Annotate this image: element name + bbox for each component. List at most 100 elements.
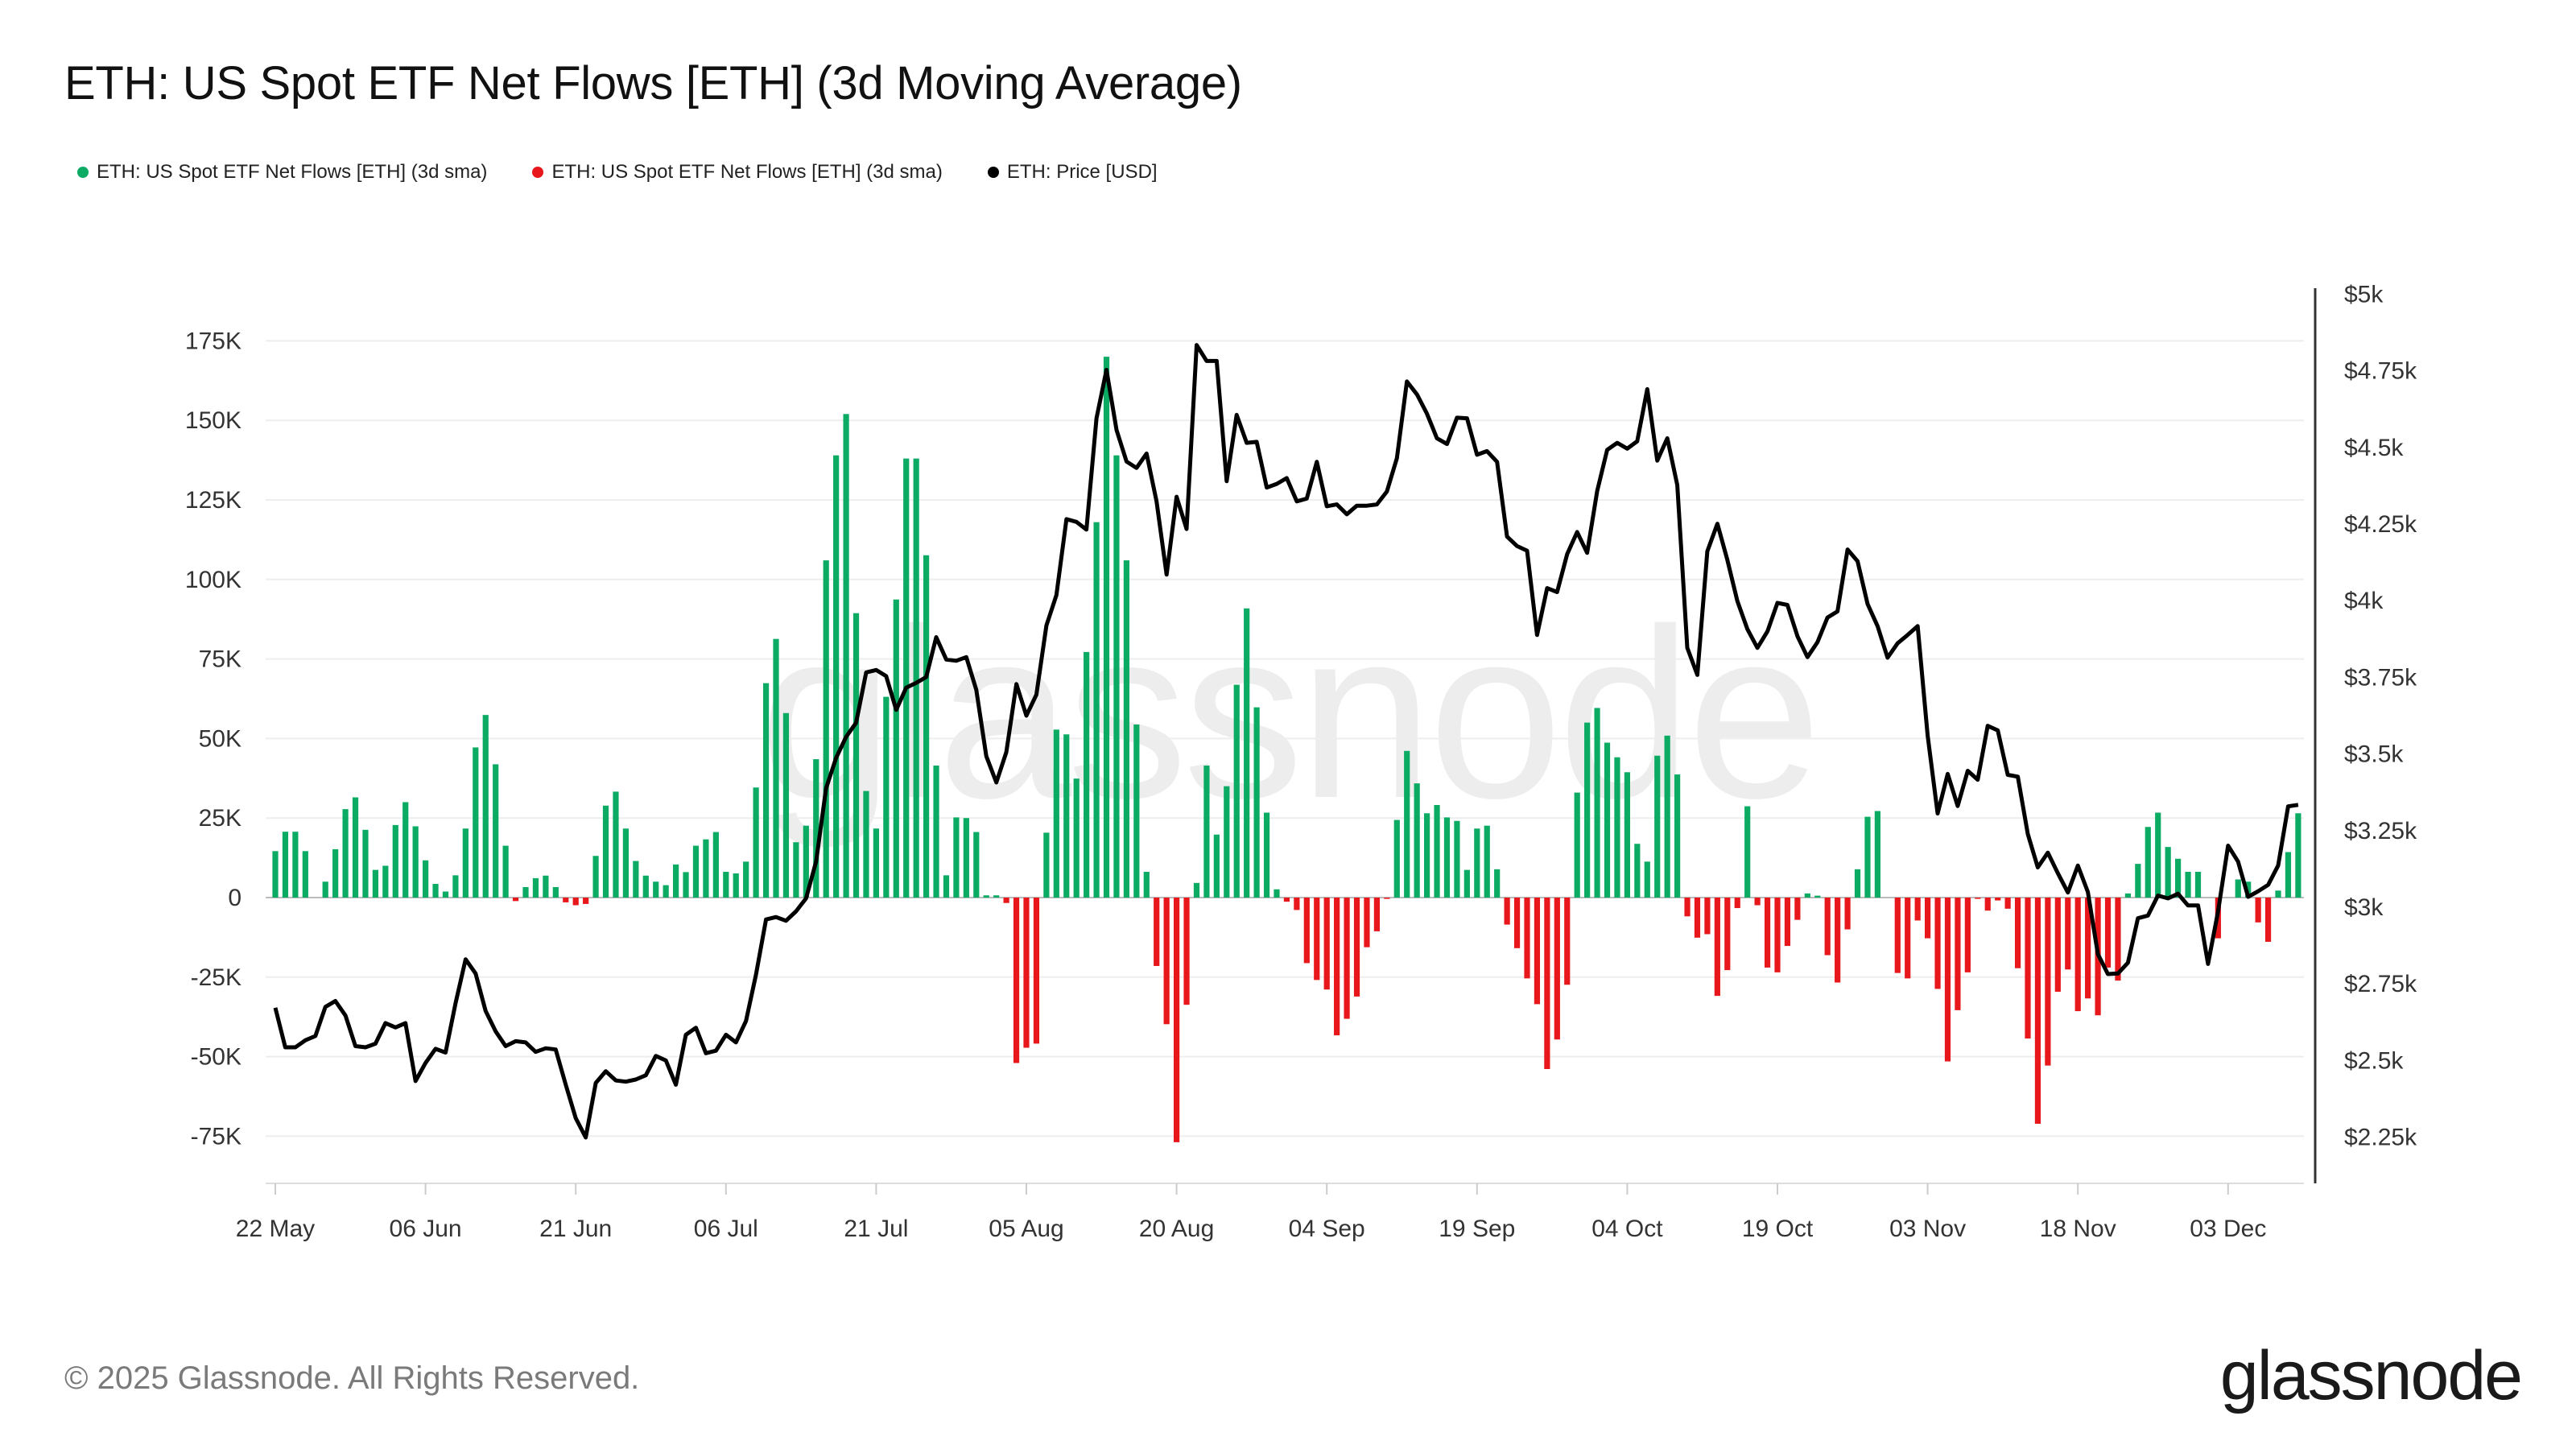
- x-tick-label: 03 Nov: [1889, 1216, 1966, 1242]
- inflow-bar: [723, 871, 729, 898]
- x-tick-label: 05 Aug: [989, 1216, 1063, 1242]
- inflow-bar: [642, 875, 649, 898]
- outflow-bar: [1955, 898, 1961, 1010]
- copyright: © 2025 Glassnode. All Rights Reserved.: [64, 1360, 640, 1396]
- outflow-bar: [2085, 898, 2091, 999]
- inflow-bar: [1133, 724, 1140, 898]
- outflow-bar: [1524, 898, 1530, 979]
- inflow-bar: [493, 764, 499, 898]
- inflow-bar: [1454, 820, 1460, 898]
- inflow-bar: [923, 555, 930, 898]
- inflow-bar: [1244, 608, 1250, 898]
- x-tick-label: 18 Nov: [2040, 1216, 2116, 1242]
- outflow-bar: [1033, 898, 1040, 1044]
- inflow-bar: [733, 873, 739, 898]
- inflow-bar: [1113, 455, 1120, 898]
- outflow-bar: [1154, 898, 1160, 966]
- inflow-bar: [1233, 684, 1240, 898]
- outflow-bar: [2014, 898, 2021, 968]
- inflow-bar: [673, 864, 679, 898]
- inflow-bar: [272, 851, 279, 898]
- y-right-tick-label: $3k: [2344, 894, 2384, 921]
- glassnode-logo[interactable]: glassnode: [2219, 1337, 2523, 1414]
- inflow-bar: [402, 802, 409, 898]
- inflow-bar: [1063, 734, 1070, 898]
- outflow-bar: [1513, 898, 1521, 948]
- outflow-bar: [1314, 898, 1320, 980]
- inflow-bar: [1263, 812, 1270, 898]
- inflow-bar: [883, 696, 890, 898]
- inflow-bar: [833, 455, 840, 898]
- inflow-bar: [432, 884, 439, 898]
- inflow-bar: [392, 824, 398, 898]
- outflow-bar: [1835, 898, 1841, 983]
- inflow-bar: [372, 869, 378, 898]
- inflow-bar: [352, 797, 359, 898]
- axes: 175K 150K 125K 100K 75K 50K 25K 0 -25K -50K -75K $5…: [185, 281, 2417, 1242]
- y-right-tick-label: $4.75k: [2344, 358, 2417, 385]
- outflow-bar: [1844, 898, 1851, 930]
- inflow-bar: [473, 747, 479, 898]
- inflow-bar: [1634, 844, 1641, 898]
- outflow-bar: [583, 898, 589, 904]
- outflow-bar: [1714, 898, 1720, 997]
- outflow-bar: [1704, 898, 1711, 935]
- inflow-bar: [522, 886, 529, 898]
- inflow-bar: [1463, 869, 1470, 898]
- y-right-tick-label: $3.25k: [2344, 818, 2417, 844]
- outflow-bar: [2255, 898, 2261, 923]
- outflow-bar: [1934, 898, 1941, 989]
- inflow-bar: [712, 832, 719, 898]
- y-left-tick-label: 175K: [185, 328, 242, 354]
- inflow-bar: [482, 715, 489, 898]
- black-dot-icon: [987, 167, 999, 178]
- outflow-bar: [1163, 898, 1170, 1025]
- inflow-bar: [953, 817, 960, 898]
- inflow-bar: [1604, 742, 1611, 898]
- inflow-bar: [1043, 832, 1050, 898]
- inflow-bar: [873, 828, 879, 898]
- inflow-bar: [1434, 804, 1440, 898]
- x-tick-label: 21 Jun: [539, 1216, 612, 1242]
- legend-item-price[interactable]: ETH: Price [USD]: [987, 161, 1158, 184]
- inflow-bar: [1584, 722, 1591, 898]
- legend-item-outflows[interactable]: ETH: US Spot ETF Net Flows [ETH] (3d sma…: [532, 161, 943, 184]
- y-right-tick-label: $3.75k: [2344, 664, 2417, 691]
- outflow-bar: [1764, 898, 1771, 968]
- outflow-bar: [1323, 898, 1330, 990]
- price-line: [273, 343, 2299, 1140]
- inflow-bar: [552, 886, 559, 898]
- outflow-bar: [1774, 898, 1781, 972]
- inflow-bar: [863, 791, 869, 898]
- red-dot-icon: [532, 167, 544, 178]
- y-left-tick-label: -25K: [191, 964, 242, 991]
- inflow-bar: [663, 885, 669, 898]
- legend-item-inflows[interactable]: ETH: US Spot ETF Net Flows [ETH] (3d sma…: [77, 161, 487, 184]
- outflow-bar: [1964, 898, 1971, 972]
- outflow-bar: [1824, 898, 1831, 956]
- inflow-bar: [843, 414, 849, 898]
- inflow-bar: [532, 877, 539, 898]
- outflow-bar: [1534, 898, 1541, 1005]
- inflow-bar: [1484, 825, 1490, 898]
- outflow-bar: [1894, 898, 1901, 973]
- inflow-bar: [692, 845, 700, 898]
- inflow-bar: [1393, 819, 1400, 898]
- y-right-tick-label: $2.25k: [2344, 1125, 2417, 1151]
- inflow-bar: [1274, 889, 1280, 898]
- inflow-bar: [1644, 861, 1650, 898]
- y-right-tick-label: $3.5k: [2344, 741, 2404, 768]
- inflow-bar: [2124, 893, 2131, 898]
- chart-title: ETH: US Spot ETF Net Flows [ETH] (3d Mov…: [64, 57, 1242, 109]
- inflow-bar: [1443, 817, 1451, 898]
- inflow-bar: [282, 832, 289, 898]
- outflow-bar: [1384, 898, 1390, 899]
- inflow-bar: [2194, 871, 2202, 898]
- legend-label: ETH: US Spot ETF Net Flows [ETH] (3d sma…: [97, 161, 488, 183]
- inflow-bar: [1424, 813, 1430, 898]
- outflow-bar: [2065, 898, 2071, 970]
- inflow-bar: [683, 872, 689, 898]
- inflow-bar: [1213, 834, 1220, 898]
- inflow-bar: [1404, 750, 1410, 898]
- outflow-bar: [572, 898, 579, 906]
